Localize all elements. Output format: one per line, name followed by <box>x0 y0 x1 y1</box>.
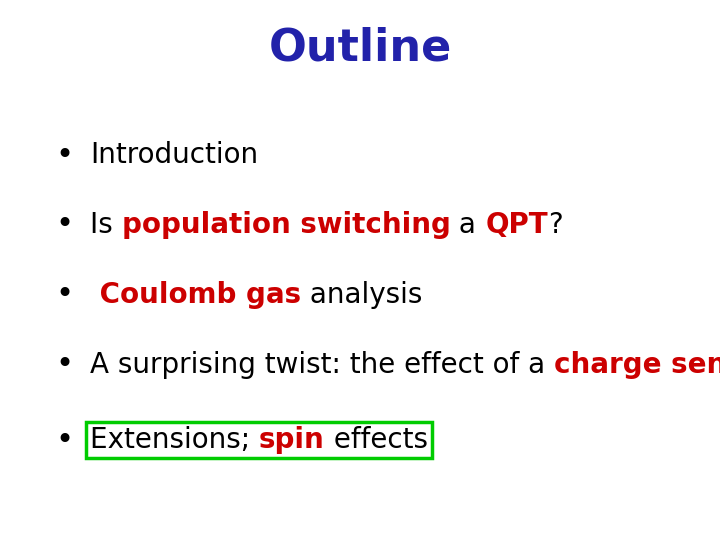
Text: QPT: QPT <box>485 211 548 239</box>
Text: •: • <box>55 426 73 455</box>
Text: •: • <box>55 350 73 380</box>
Bar <box>86 422 432 458</box>
Text: Outline: Outline <box>269 26 451 70</box>
Text: ?: ? <box>548 211 562 239</box>
Text: analysis: analysis <box>301 281 423 309</box>
Text: spin: spin <box>259 426 325 454</box>
Text: Coulomb gas: Coulomb gas <box>90 281 301 309</box>
Text: A surprising twist: the effect of a: A surprising twist: the effect of a <box>90 351 554 379</box>
Text: Introduction: Introduction <box>90 141 258 169</box>
Text: •: • <box>55 211 73 240</box>
Text: effects: effects <box>325 426 428 454</box>
Text: population switching: population switching <box>122 211 451 239</box>
Text: Extensions;: Extensions; <box>90 426 259 454</box>
Text: Is: Is <box>90 211 122 239</box>
Text: charge sensor: charge sensor <box>554 351 720 379</box>
Text: •: • <box>55 280 73 309</box>
Text: •: • <box>55 140 73 170</box>
Text: a: a <box>451 211 485 239</box>
